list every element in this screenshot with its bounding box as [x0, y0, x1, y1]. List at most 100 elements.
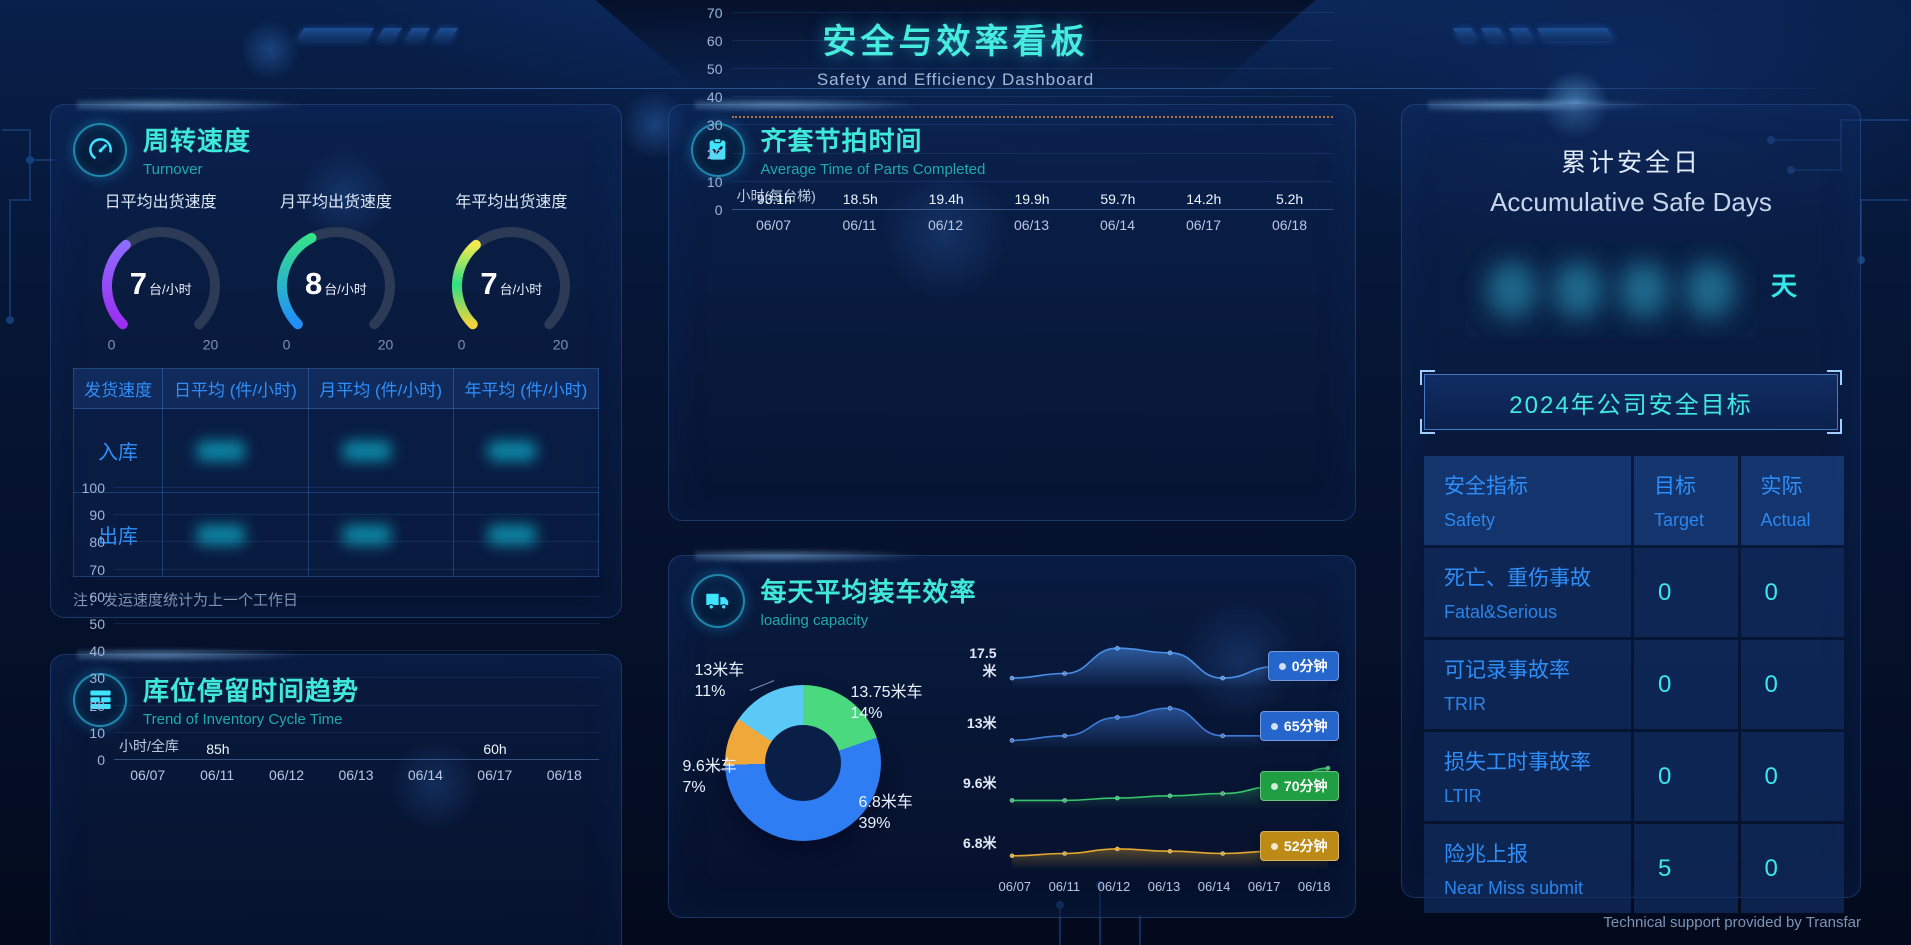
blurred-digit: [1486, 262, 1537, 318]
x-axis-label: 06/11: [842, 217, 877, 233]
bar-value-label: 5.2h: [1275, 191, 1304, 207]
loading-title: 每天平均装车效率: [760, 577, 977, 607]
row-label: 出库: [72, 492, 164, 577]
table-header-cell: 发货速度: [72, 368, 164, 409]
blurred-value-cell: [307, 492, 454, 577]
blurred-value: [487, 440, 536, 461]
truck-type-donut-chart: 13.75米车 14% 6.8米车 39% 9.6米车 7% 13米车 11%: [683, 633, 959, 895]
y-axis-tick: 60: [706, 32, 723, 49]
x-axis-label: 06/13: [338, 767, 374, 783]
badge-dot-icon: [1278, 662, 1286, 670]
line-series-label: 9.6米: [963, 775, 997, 791]
reference-line: [731, 116, 1333, 119]
panel-loading-capacity: 每天平均装车效率 loading capacity 13.75米车 14% 6.8米…: [667, 555, 1356, 918]
corner-decoration: [1420, 419, 1435, 434]
parts-axis-unit: 小时(每台梯): [736, 188, 816, 204]
turnover-subtitle: Turnover: [143, 161, 203, 178]
x-axis-label: 06/13: [1013, 217, 1050, 233]
x-axis-label: 06/17: [477, 767, 513, 783]
line-row-17.5米: 17.5米 0分钟: [959, 633, 1339, 693]
bar-value-label: 60h: [483, 741, 507, 757]
y-axis-tick: 40: [706, 89, 723, 106]
bar-value-label: 18.5h: [842, 191, 878, 207]
safety-row-label: 可记录事故率 TRIR: [1424, 640, 1631, 729]
duration-badge: 0分钟: [1267, 651, 1339, 681]
footer-credit: Technical support provided by Transfar: [1603, 914, 1861, 931]
y-axis-tick: 20: [89, 697, 105, 714]
middle-column: 齐套节拍时间 Average Time of Parts Completed 小…: [667, 5, 1356, 945]
y-axis-tick: 40: [89, 643, 105, 660]
blurred-value-cell: [452, 492, 600, 577]
truck-icon: [690, 573, 745, 628]
pie-slice-label: 6.8米车 39%: [858, 794, 913, 832]
blurred-value: [197, 524, 246, 545]
safety-target-value: 0: [1634, 548, 1738, 637]
x-axis-label: 06/18: [1271, 217, 1308, 233]
y-axis-tick: 80: [89, 534, 105, 551]
badge-dot-icon: [1270, 842, 1278, 850]
parts-header: 齐套节拍时间 Average Time of Parts Completed: [690, 121, 1333, 178]
bar-value-label: 85h: [206, 741, 230, 757]
safety-metrics-table: 安全指标 Safety 目标 Target 实际 Actual 死亡、重伤事故 Fata…: [1424, 456, 1844, 913]
safe-days-value-redacted: [1464, 242, 1757, 338]
safety-actual-value: 0: [1740, 732, 1844, 821]
blurred-value: [342, 524, 391, 545]
svg-text:0: 0: [107, 336, 115, 352]
loading-header: 每天平均装车效率 loading capacity: [690, 572, 1333, 629]
right-column: 累计安全日 Accumulative Safe Days 天: [1401, 104, 1861, 945]
safety-actual-value: 0: [1740, 548, 1844, 637]
y-axis-tick: 10: [706, 173, 723, 190]
gauge-arc: 0 20: [452, 227, 571, 352]
x-axis-label: 06/14: [1099, 217, 1136, 233]
line-series-label: 17.5米: [969, 645, 997, 679]
x-axis: 06/07 06/11 06/12 06/13 06/14 06/17 06/18: [731, 217, 1333, 233]
loading-subtitle: loading capacity: [760, 612, 869, 629]
gauge-arc: 0 20: [101, 227, 220, 352]
safe-days-title-cn: 累计安全日: [1560, 149, 1701, 177]
safety-target-value: 0: [1634, 640, 1738, 729]
y-axis-tick: 10: [89, 724, 105, 741]
table-note: 注：发运速度统计为上一个工作日: [73, 592, 299, 609]
panel-parts-completed: 齐套节拍时间 Average Time of Parts Completed 小…: [667, 5, 1356, 521]
left-column: 周转速度 Turnover 日平均出货速度 0 20 7 台/小时 月平均出货速度: [50, 104, 622, 945]
y-axis-tick: 30: [706, 117, 723, 134]
label-connector: [749, 680, 774, 691]
line-row-6.8米: 6.8米 52分钟: [959, 813, 1339, 873]
x-axis: 06/07 06/11 06/12 06/13 06/14 06/17 06/18: [999, 879, 1331, 894]
inventory-axis-unit: 小时/全库: [119, 738, 179, 754]
y-axis-tick: 70: [89, 561, 105, 578]
line-series-label: 6.8米: [963, 835, 997, 851]
safety-header-target: 目标 Target: [1634, 456, 1738, 545]
gauge-title: 年平均出货速度: [455, 194, 568, 211]
duration-badge: 70分钟: [1259, 771, 1339, 801]
x-axis-label: 06/07: [755, 217, 792, 233]
x-axis-label: 06/17: [1185, 217, 1222, 233]
gauge-title: 月平均出货速度: [279, 194, 392, 211]
bar-value-label: 19.9h: [1014, 191, 1050, 207]
y-axis-tick: 0: [97, 752, 105, 768]
safety-target-value: 5: [1634, 824, 1738, 913]
turnover-title: 周转速度: [143, 126, 252, 156]
safety-row-label: 损失工时事故率 LTIR: [1424, 732, 1631, 821]
duration-badge: 65分钟: [1259, 711, 1339, 741]
turnover-gauges: 日平均出货速度 0 20 7 台/小时 月平均出货速度 0 20 8 台/小时 年平…: [73, 188, 599, 352]
parts-title: 齐套节拍时间: [760, 126, 923, 156]
y-axis-tick: 0: [714, 202, 723, 218]
inventory-subtitle: Trend of Inventory Cycle Time: [143, 711, 343, 728]
y-axis-tick: 20: [706, 145, 723, 162]
blurred-value: [197, 440, 246, 461]
safety-header-actual: 实际 Actual: [1740, 456, 1844, 545]
y-axis-tick: 60: [89, 588, 105, 605]
parts-subtitle: Average Time of Parts Completed: [760, 161, 986, 178]
page-title: 安全与效率看板: [822, 23, 1089, 61]
x-axis-label: 06/07: [130, 767, 166, 783]
x-axis-label: 06/12: [927, 217, 964, 233]
svg-text:0: 0: [283, 336, 291, 352]
y-axis-tick: 70: [706, 4, 723, 21]
table-row: 出库: [72, 492, 600, 577]
gauge-arc: 0 20: [276, 227, 395, 352]
badge-dot-icon: [1270, 722, 1278, 730]
x-axis-label: 06/11: [1048, 879, 1081, 894]
safety-target-button[interactable]: 2024年公司安全目标: [1420, 370, 1842, 434]
x-axis-label: 06/12: [1097, 879, 1131, 894]
